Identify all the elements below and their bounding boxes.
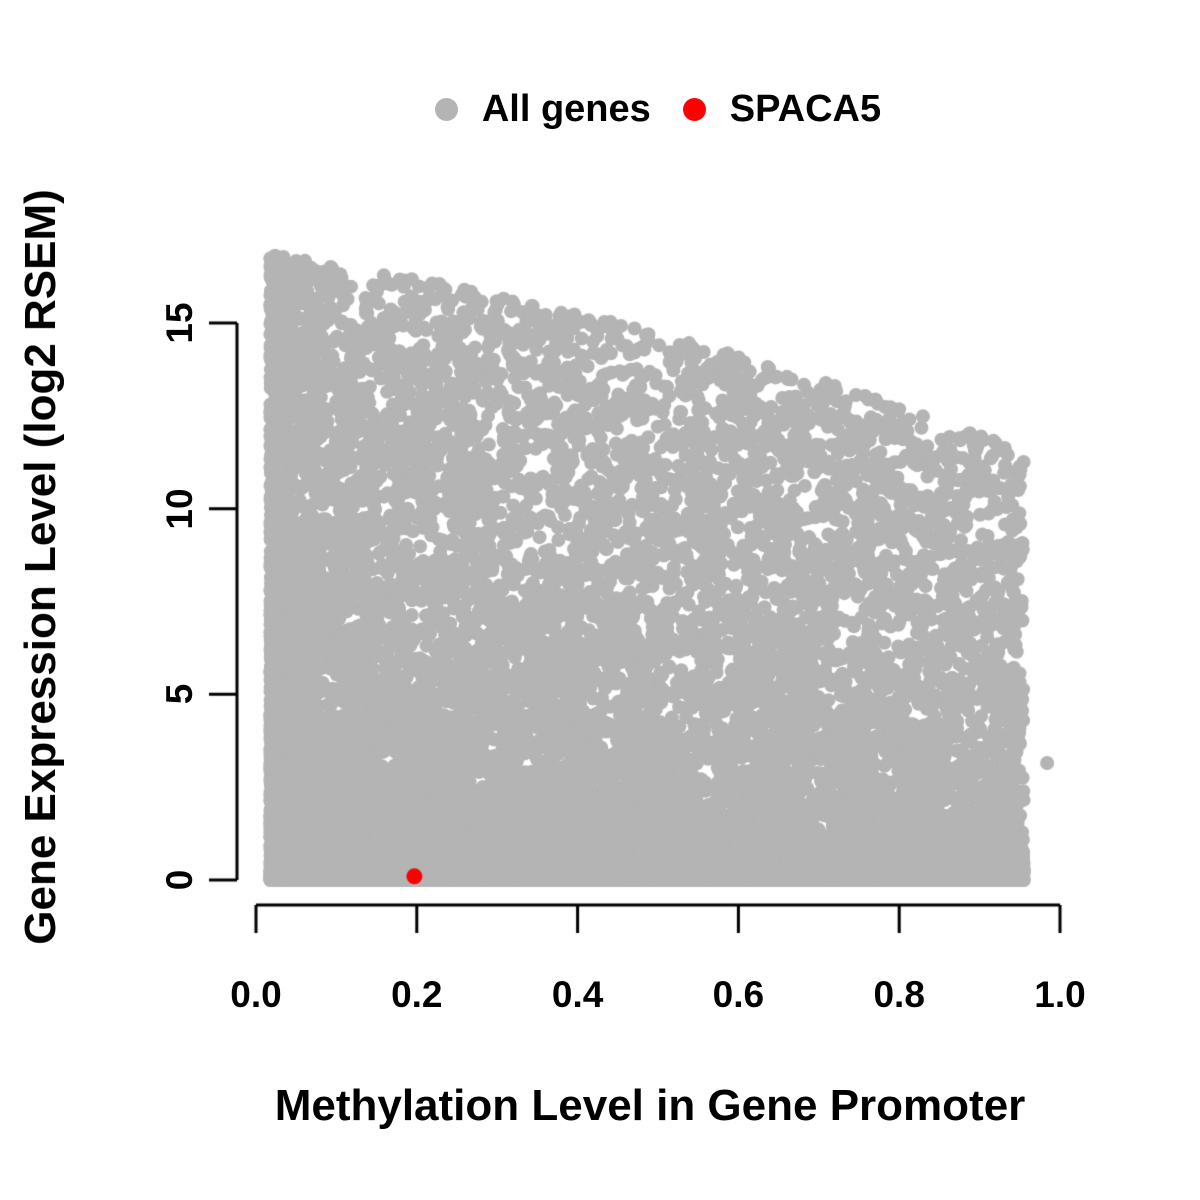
x-tick-label: 0.2 <box>391 974 443 1015</box>
y-axis-title: Gene Expression Level (log2 RSEM) <box>16 189 65 945</box>
y-tick-label: 10 <box>159 488 200 530</box>
legend-label-spaca5: SPACA5 <box>729 87 882 130</box>
legend-dot-all-genes <box>434 97 458 121</box>
y-tick-label: 5 <box>159 684 200 705</box>
legend-item-all-genes: All genes <box>434 87 651 131</box>
legend-item-spaca5: SPACA5 <box>682 87 882 131</box>
legend: All genes SPACA5 <box>256 86 1060 132</box>
x-tick-label: 1.0 <box>1034 974 1086 1015</box>
x-tick-label: 0.6 <box>712 974 765 1015</box>
x-tick-label: 0.4 <box>551 974 604 1015</box>
legend-label-all-genes: All genes <box>481 87 651 130</box>
x-tick-label: 0.8 <box>873 974 925 1015</box>
y-tick-label: 0 <box>159 869 200 891</box>
y-tick-label: 15 <box>159 302 200 344</box>
x-tick-label: 0.0 <box>230 974 282 1015</box>
legend-dot-spaca5 <box>682 97 706 121</box>
x-axis-title: Methylation Level in Gene Promoter <box>274 1081 1026 1130</box>
